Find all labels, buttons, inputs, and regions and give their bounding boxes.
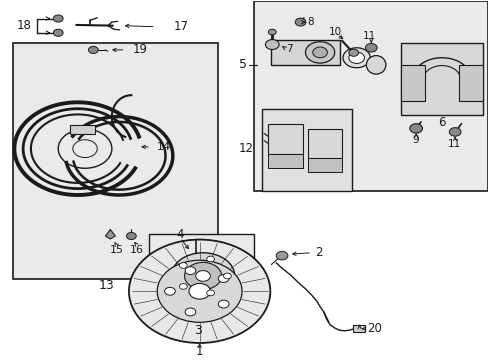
Bar <box>267 124 303 154</box>
Text: 7: 7 <box>285 44 292 54</box>
Bar <box>13 44 217 279</box>
Circle shape <box>206 256 214 262</box>
Circle shape <box>179 262 187 268</box>
Bar <box>400 44 483 115</box>
Circle shape <box>195 271 210 281</box>
Circle shape <box>171 253 234 299</box>
Circle shape <box>348 49 358 56</box>
Bar <box>307 158 341 172</box>
Circle shape <box>184 262 221 289</box>
Circle shape <box>126 233 136 240</box>
Text: 17: 17 <box>173 20 188 33</box>
Text: 16: 16 <box>130 244 144 255</box>
Bar <box>70 126 95 134</box>
Bar <box>400 65 424 100</box>
Text: 1: 1 <box>196 345 203 358</box>
Text: 10: 10 <box>328 27 341 37</box>
Text: 13: 13 <box>99 279 115 292</box>
Bar <box>149 234 254 323</box>
Circle shape <box>53 15 63 22</box>
Circle shape <box>129 240 270 343</box>
Polygon shape <box>105 230 115 239</box>
Bar <box>352 325 365 332</box>
Circle shape <box>305 42 334 63</box>
Bar <box>261 109 351 192</box>
Bar <box>307 129 341 158</box>
Circle shape <box>348 52 364 63</box>
Circle shape <box>365 44 376 52</box>
Text: 5: 5 <box>239 58 247 71</box>
Circle shape <box>157 260 242 322</box>
Text: 3: 3 <box>194 324 202 337</box>
Text: 12: 12 <box>238 142 253 155</box>
Text: 6: 6 <box>437 116 445 129</box>
Circle shape <box>218 300 228 308</box>
Circle shape <box>268 29 276 35</box>
Text: 15: 15 <box>109 244 123 255</box>
Ellipse shape <box>366 55 385 74</box>
Text: 18: 18 <box>17 19 31 32</box>
Circle shape <box>312 47 327 58</box>
Circle shape <box>185 267 195 275</box>
Circle shape <box>179 284 187 289</box>
Text: 11: 11 <box>363 31 376 41</box>
Text: 14: 14 <box>157 142 170 152</box>
Circle shape <box>164 287 175 295</box>
Circle shape <box>265 40 279 50</box>
Circle shape <box>53 29 63 36</box>
Text: 8: 8 <box>306 17 313 27</box>
Circle shape <box>188 283 210 299</box>
Circle shape <box>342 48 369 68</box>
Bar <box>267 154 303 168</box>
Circle shape <box>185 308 195 316</box>
Circle shape <box>295 18 305 26</box>
Circle shape <box>276 251 287 260</box>
Circle shape <box>448 128 460 136</box>
Circle shape <box>218 275 228 283</box>
Text: 20: 20 <box>366 322 382 335</box>
Circle shape <box>88 46 98 54</box>
Text: 11: 11 <box>447 139 460 149</box>
Bar <box>254 1 488 192</box>
Circle shape <box>206 290 214 296</box>
Text: 4: 4 <box>176 228 183 241</box>
Bar <box>458 65 483 100</box>
Text: 9: 9 <box>412 135 419 145</box>
Text: 19: 19 <box>132 44 147 57</box>
Bar <box>271 40 339 65</box>
Circle shape <box>409 124 422 133</box>
Text: 2: 2 <box>315 246 322 258</box>
Circle shape <box>223 273 231 279</box>
